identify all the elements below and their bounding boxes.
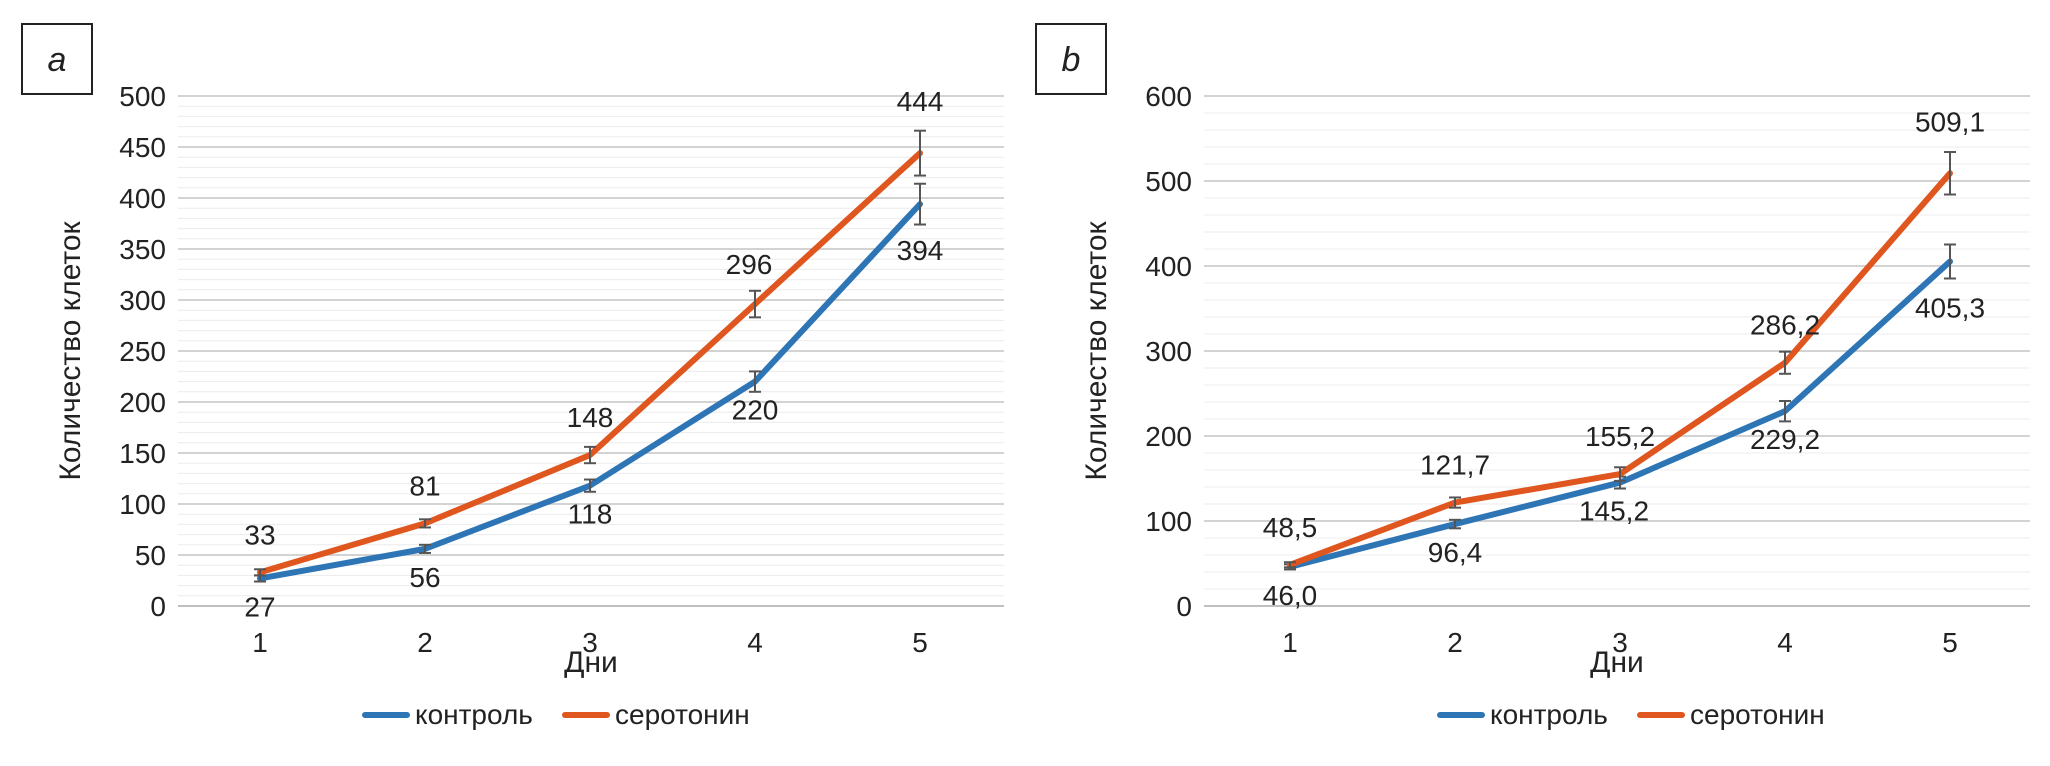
error-bar <box>1944 151 1956 196</box>
y-tick-label: 500 <box>119 81 166 112</box>
error-bar <box>1779 350 1791 375</box>
chart-panel-b: b 0 100 200 300 400 500 600 1 2 3 4 5 Дни Количество к… <box>1035 23 2030 730</box>
data-label-control: 145,2 <box>1579 496 1649 527</box>
y-tick-label: 100 <box>119 489 166 520</box>
data-label-control: 27 <box>244 591 275 622</box>
y-tick-label: 0 <box>1176 591 1192 622</box>
error-bar <box>1284 561 1296 569</box>
y-tick-label: 450 <box>119 132 166 163</box>
data-label-serotonin: 81 <box>409 470 440 501</box>
x-tick-label: 5 <box>1942 627 1958 658</box>
y-tick-label: 200 <box>1145 421 1192 452</box>
y-tick-label: 300 <box>119 285 166 316</box>
x-tick-label: 1 <box>1282 627 1298 658</box>
error-bar <box>749 370 761 393</box>
legend-label-serotonin: серотонин <box>1690 699 1825 730</box>
data-label-serotonin: 444 <box>897 86 944 117</box>
error-bar <box>419 518 431 529</box>
error-bar <box>1449 496 1461 509</box>
error-bar <box>914 182 926 226</box>
legend-label-control: контроль <box>1490 699 1608 730</box>
x-tick-label: 3 <box>582 627 598 658</box>
y-axis-title: Количество клеток <box>1080 220 1113 480</box>
error-bar <box>1614 466 1626 482</box>
data-label-control: 229,2 <box>1750 424 1820 455</box>
data-label-control: 46,0 <box>1263 580 1318 611</box>
data-label-serotonin: 509,1 <box>1915 106 1985 137</box>
error-bar <box>1944 243 1956 280</box>
data-label-serotonin: 155,2 <box>1585 421 1655 452</box>
error-bar <box>914 129 926 177</box>
x-axis-title: Дни <box>1590 646 1644 679</box>
error-bar <box>419 543 431 554</box>
data-label-control: 96,4 <box>1428 537 1483 568</box>
y-tick-label: 50 <box>135 540 166 571</box>
error-bar <box>749 289 761 319</box>
error-bar <box>584 478 596 493</box>
x-tick-label: 3 <box>1612 627 1628 658</box>
y-tick-label: 400 <box>1145 251 1192 282</box>
x-tick-label: 2 <box>1447 627 1463 658</box>
data-label-serotonin: 33 <box>244 519 275 550</box>
data-label-control: 394 <box>897 235 944 266</box>
data-label-serotonin: 286,2 <box>1750 310 1820 341</box>
panel-label: a <box>48 41 67 79</box>
data-label-control: 118 <box>568 499 613 530</box>
error-bar <box>1779 399 1791 423</box>
error-bar <box>1449 518 1461 530</box>
y-tick-label: 200 <box>119 387 166 418</box>
y-tick-label: 0 <box>150 591 166 622</box>
data-label-serotonin: 121,7 <box>1420 450 1490 481</box>
data-label-serotonin: 48,5 <box>1263 512 1318 543</box>
legend-label-serotonin: серотонин <box>615 699 750 730</box>
x-tick-label: 4 <box>747 627 763 658</box>
y-tick-label: 300 <box>1145 336 1192 367</box>
x-tick-label: 1 <box>252 627 268 658</box>
y-tick-label: 500 <box>1145 166 1192 197</box>
y-axis-title: Количество клеток <box>54 220 87 480</box>
x-axis-title: Дни <box>564 646 618 679</box>
error-bar <box>254 568 266 577</box>
x-tick-label: 5 <box>912 627 928 658</box>
y-tick-label: 350 <box>119 234 166 265</box>
data-label-control: 405,3 <box>1915 292 1985 323</box>
y-tick-label: 400 <box>119 183 166 214</box>
data-label-control: 220 <box>732 395 779 426</box>
panel-label-box <box>1035 23 1107 95</box>
data-label-serotonin: 148 <box>567 402 614 433</box>
x-tick-label: 4 <box>1777 627 1793 658</box>
data-label-control: 56 <box>409 562 440 593</box>
x-tick-label: 2 <box>417 627 433 658</box>
panel-label: b <box>1062 41 1081 79</box>
y-tick-label: 600 <box>1145 81 1192 112</box>
y-tick-label: 250 <box>119 336 166 367</box>
y-tick-label: 100 <box>1145 506 1192 537</box>
chart-panel-a: a 0 50 100 150 200 250 300 350 400 450 500 1 2 3 4 5 Дни К… <box>21 23 1004 730</box>
legend-label-control: контроль <box>415 699 533 730</box>
y-tick-label: 150 <box>119 438 166 469</box>
data-label-serotonin: 296 <box>726 249 773 280</box>
error-bar <box>584 445 596 465</box>
panel-label-box <box>21 23 93 95</box>
